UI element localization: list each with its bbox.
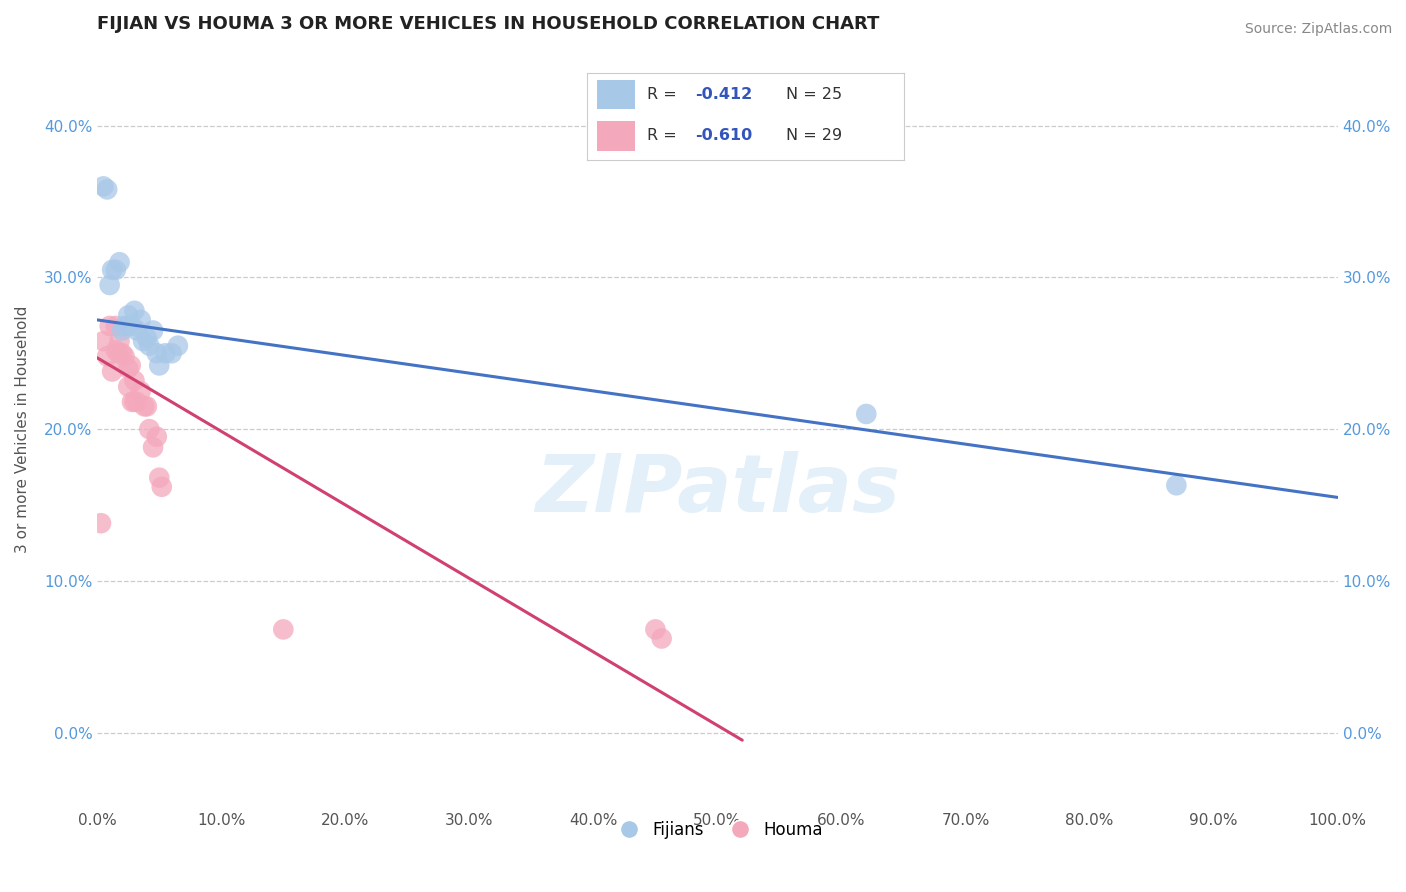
Point — [93, 179, 115, 194]
Point — [134, 400, 156, 414]
Point — [1166, 478, 1188, 492]
Point — [132, 334, 155, 348]
Point — [124, 303, 146, 318]
Point — [135, 400, 157, 414]
Point — [651, 632, 673, 646]
Point — [138, 339, 160, 353]
Point — [90, 516, 112, 531]
Point — [135, 331, 157, 345]
Point — [138, 422, 160, 436]
Point — [98, 318, 121, 333]
Point — [93, 334, 115, 348]
Text: ZIPatlas: ZIPatlas — [534, 450, 900, 529]
Point — [111, 346, 134, 360]
Point — [98, 278, 121, 293]
Point — [111, 324, 134, 338]
Point — [146, 430, 169, 444]
Point — [148, 359, 170, 373]
Point — [129, 384, 152, 399]
Point — [107, 346, 129, 360]
Point — [271, 623, 294, 637]
Point — [101, 263, 124, 277]
Point — [150, 480, 173, 494]
Point — [125, 324, 148, 338]
Point — [104, 263, 127, 277]
Point — [121, 318, 143, 333]
Point — [114, 318, 136, 333]
Point — [114, 349, 136, 363]
Point — [96, 182, 118, 196]
Point — [96, 349, 118, 363]
Point — [148, 471, 170, 485]
Point — [124, 394, 146, 409]
Text: FIJIAN VS HOUMA 3 OR MORE VEHICLES IN HOUSEHOLD CORRELATION CHART: FIJIAN VS HOUMA 3 OR MORE VEHICLES IN HO… — [97, 15, 880, 33]
Point — [142, 324, 165, 338]
Point — [125, 394, 148, 409]
Point — [101, 364, 124, 378]
Point — [644, 623, 666, 637]
Point — [129, 313, 152, 327]
Legend: Fijians, Houma: Fijians, Houma — [605, 814, 830, 846]
Point — [124, 374, 146, 388]
Point — [121, 394, 143, 409]
Point — [142, 441, 165, 455]
Point — [117, 318, 139, 333]
Point — [155, 346, 177, 360]
Point — [117, 309, 139, 323]
Point — [120, 359, 142, 373]
Point — [104, 318, 127, 333]
Point — [104, 343, 127, 358]
Point — [117, 379, 139, 393]
Point — [167, 339, 190, 353]
Point — [117, 361, 139, 376]
Y-axis label: 3 or more Vehicles in Household: 3 or more Vehicles in Household — [15, 305, 30, 553]
Point — [146, 346, 169, 360]
Point — [108, 334, 131, 348]
Point — [108, 255, 131, 269]
Text: Source: ZipAtlas.com: Source: ZipAtlas.com — [1244, 22, 1392, 37]
Point — [855, 407, 877, 421]
Point — [160, 346, 183, 360]
